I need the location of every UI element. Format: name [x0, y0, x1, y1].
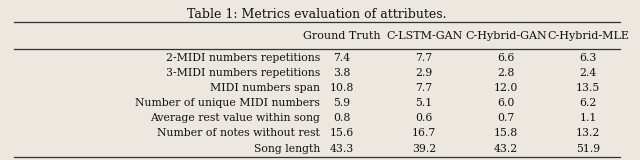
Text: MIDI numbers span: MIDI numbers span: [210, 83, 320, 93]
Text: Number of unique MIDI numbers: Number of unique MIDI numbers: [135, 98, 320, 108]
Text: 2.8: 2.8: [497, 68, 515, 78]
Text: 7.4: 7.4: [333, 53, 351, 63]
Text: 39.2: 39.2: [412, 144, 436, 154]
Text: 15.6: 15.6: [330, 128, 354, 138]
Text: 16.7: 16.7: [412, 128, 436, 138]
Text: Ground Truth: Ground Truth: [303, 31, 381, 41]
Text: 13.5: 13.5: [576, 83, 600, 93]
Text: 2.4: 2.4: [580, 68, 596, 78]
Text: 7.7: 7.7: [415, 83, 433, 93]
Text: 3.8: 3.8: [333, 68, 351, 78]
Text: C-LSTM-GAN: C-LSTM-GAN: [386, 31, 462, 41]
Text: 6.3: 6.3: [579, 53, 597, 63]
Text: 43.2: 43.2: [494, 144, 518, 154]
Text: 0.6: 0.6: [415, 113, 433, 123]
Text: 3-MIDI numbers repetitions: 3-MIDI numbers repetitions: [166, 68, 320, 78]
Text: 5.1: 5.1: [415, 98, 433, 108]
Text: 10.8: 10.8: [330, 83, 355, 93]
Text: C-Hybrid-MLE: C-Hybrid-MLE: [547, 31, 629, 41]
Text: 0.7: 0.7: [497, 113, 515, 123]
Text: 1.1: 1.1: [579, 113, 597, 123]
Text: 6.0: 6.0: [497, 98, 515, 108]
Text: 5.9: 5.9: [333, 98, 351, 108]
Text: 43.3: 43.3: [330, 144, 354, 154]
Text: 51.9: 51.9: [576, 144, 600, 154]
Text: Number of notes without rest: Number of notes without rest: [157, 128, 320, 138]
Text: 6.6: 6.6: [497, 53, 515, 63]
Text: Table 1: Metrics evaluation of attributes.: Table 1: Metrics evaluation of attribute…: [187, 8, 447, 21]
Text: C-Hybrid-GAN: C-Hybrid-GAN: [465, 31, 547, 41]
Text: Song length: Song length: [254, 144, 320, 154]
Text: 2.9: 2.9: [415, 68, 433, 78]
Text: 6.2: 6.2: [579, 98, 597, 108]
Text: 7.7: 7.7: [415, 53, 433, 63]
Text: 2-MIDI numbers repetitions: 2-MIDI numbers repetitions: [166, 53, 320, 63]
Text: Average rest value within song: Average rest value within song: [150, 113, 320, 123]
Text: 0.8: 0.8: [333, 113, 351, 123]
Text: 15.8: 15.8: [494, 128, 518, 138]
Text: 12.0: 12.0: [494, 83, 518, 93]
Text: 13.2: 13.2: [576, 128, 600, 138]
